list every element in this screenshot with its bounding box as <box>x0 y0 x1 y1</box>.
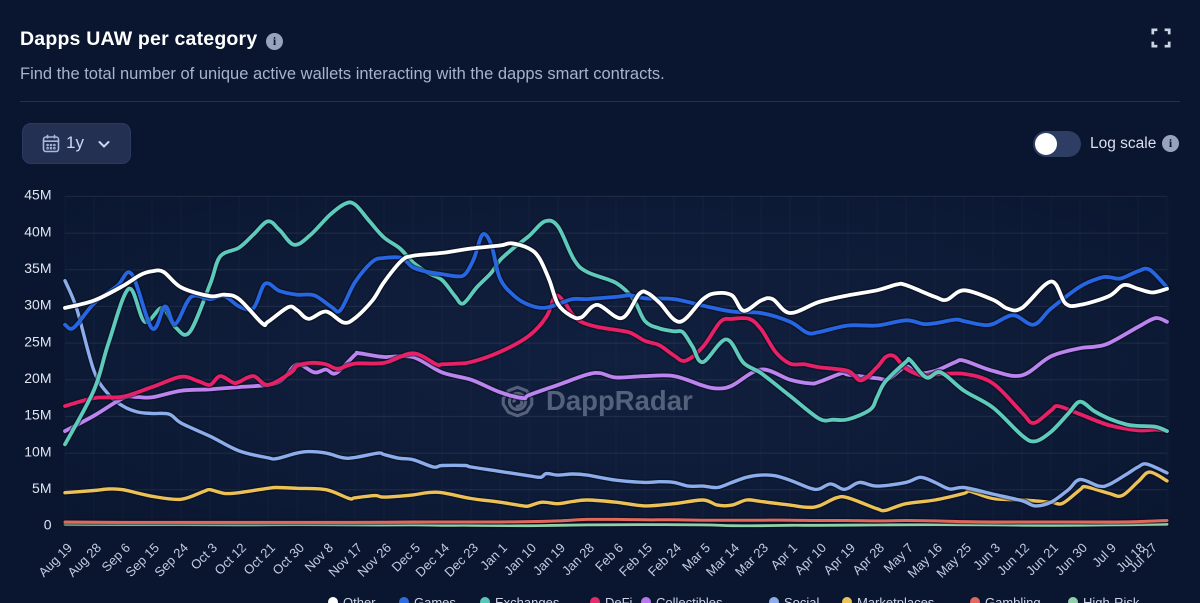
svg-text:5M: 5M <box>32 480 51 496</box>
svg-text:35M: 35M <box>24 260 51 276</box>
svg-text:Oct 21: Oct 21 <box>240 540 278 578</box>
svg-text:10M: 10M <box>24 443 51 459</box>
svg-text:40M: 40M <box>24 223 51 239</box>
svg-text:Apr 28: Apr 28 <box>849 540 887 578</box>
svg-text:0: 0 <box>44 517 52 533</box>
svg-text:25M: 25M <box>24 333 51 349</box>
svg-text:Mar 23: Mar 23 <box>732 540 771 579</box>
svg-text:20M: 20M <box>24 370 51 386</box>
svg-text:Feb 24: Feb 24 <box>645 540 684 579</box>
svg-text:Oct 30: Oct 30 <box>269 540 307 578</box>
svg-text:Jun 30: Jun 30 <box>1052 540 1090 578</box>
svg-text:DappRadar: DappRadar <box>546 385 693 416</box>
svg-text:15M: 15M <box>24 407 51 423</box>
svg-text:Oct 12: Oct 12 <box>211 540 249 578</box>
svg-text:Apr 10: Apr 10 <box>791 540 829 578</box>
svg-text:Apr 19: Apr 19 <box>820 540 858 578</box>
svg-text:45M: 45M <box>24 187 51 203</box>
svg-text:30M: 30M <box>24 297 51 313</box>
svg-text:Jan 28: Jan 28 <box>559 540 597 578</box>
